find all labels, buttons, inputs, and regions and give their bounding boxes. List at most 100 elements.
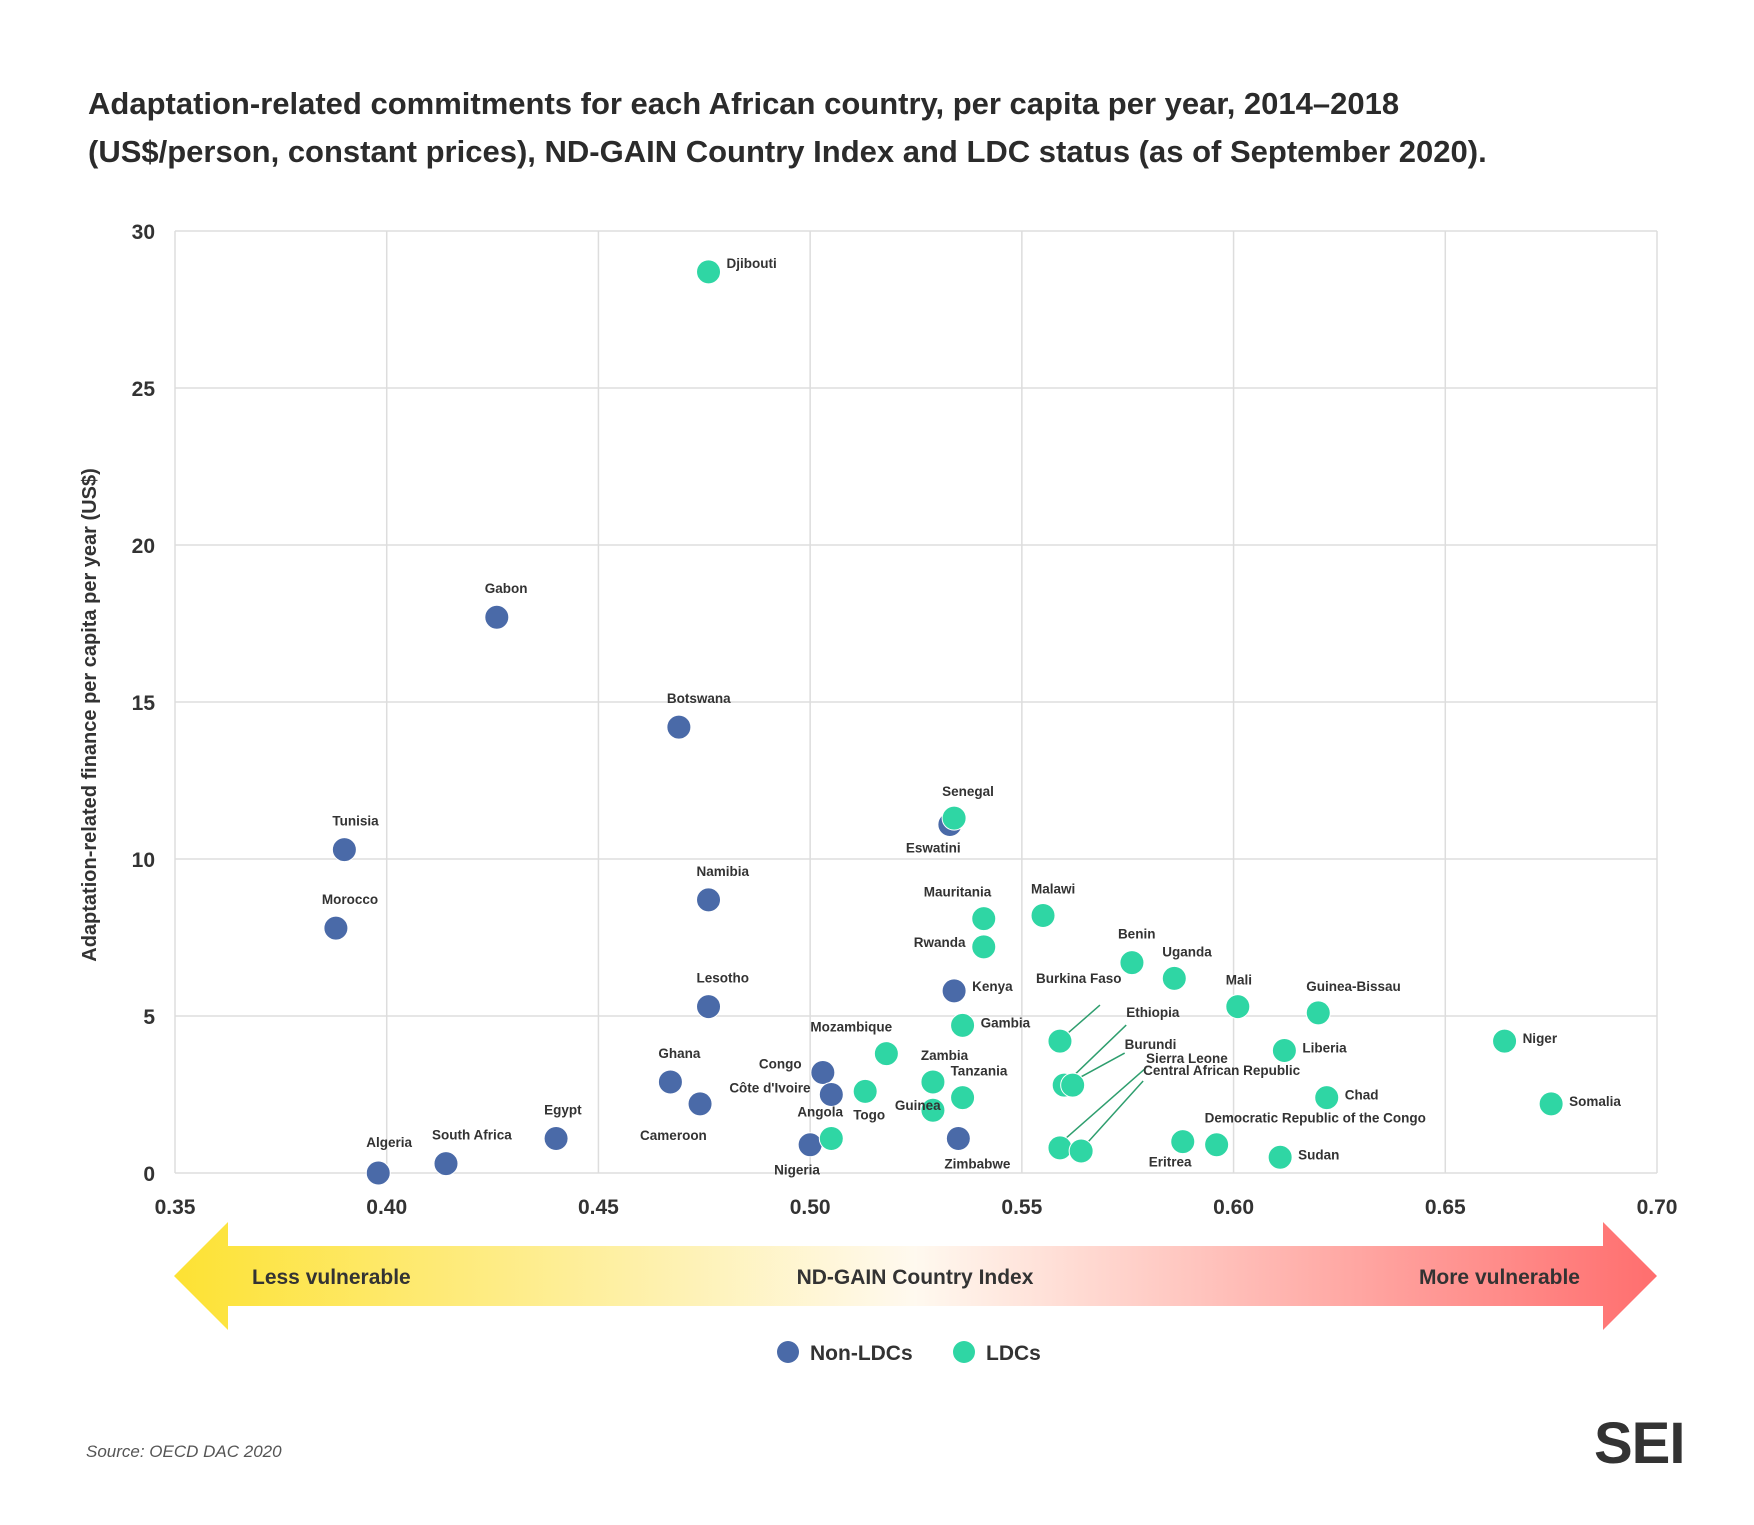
leader-line-sierra-leone: [1063, 1067, 1147, 1141]
point-gambia: [950, 1012, 976, 1038]
point-label-rwanda: Rwanda: [914, 935, 966, 950]
point-malawi: [1030, 903, 1056, 929]
legend: Non-LDCs LDCs: [777, 1341, 1041, 1365]
sei-logo: SEI: [1594, 1411, 1685, 1476]
point-morocco: [323, 915, 349, 941]
point-c-te-d-ivoire: [818, 1082, 844, 1107]
point-guinea: [920, 1097, 946, 1123]
point-label-zambia: Zambia: [921, 1048, 969, 1063]
point-label-congo: Congo: [759, 1057, 802, 1072]
point-label-guinea: Guinea: [895, 1098, 941, 1113]
point-tunisia: [331, 837, 357, 863]
arrow-right-label: More vulnerable: [1419, 1266, 1580, 1289]
point-label-c-te-d-ivoire: Côte d'Ivoire: [729, 1081, 811, 1096]
x-tick-label: 0.50: [790, 1196, 831, 1219]
axis-ticks: 0.35 0.40 0.45 0.50 0.55 0.60 0.65 0.70 0 5 10 15 20…: [132, 221, 1678, 1219]
point-angola: [818, 1125, 844, 1151]
point-label-uganda: Uganda: [1162, 944, 1212, 959]
point-uganda: [1161, 965, 1187, 991]
point-label-botswana: Botswana: [667, 691, 731, 706]
point-label-gambia: Gambia: [981, 1015, 1031, 1030]
x-tick-label: 0.70: [1637, 1196, 1678, 1219]
point-botswana: [666, 714, 692, 740]
y-tick-label: 15: [132, 692, 156, 715]
point-namibia: [696, 887, 722, 913]
point-label-lesotho: Lesotho: [697, 971, 750, 986]
y-tick-label: 25: [132, 378, 156, 401]
point-label-namibia: Namibia: [697, 864, 750, 879]
x-tick-label: 0.45: [578, 1196, 619, 1219]
point-guinea-bissau: [1305, 1000, 1331, 1026]
leader-line-ethiopia: [1071, 1024, 1127, 1078]
point-ghana: [657, 1069, 683, 1095]
point-label-djibouti: Djibouti: [727, 256, 777, 271]
leader-line-burkina-faso: [1067, 1004, 1101, 1034]
leader-line-central-african-republic: [1086, 1080, 1144, 1144]
point-eritrea: [1170, 1129, 1196, 1155]
point-label-sudan: Sudan: [1298, 1147, 1339, 1162]
point-label-zimbabwe: Zimbabwe: [944, 1156, 1011, 1171]
x-tick-label: 0.55: [1001, 1196, 1042, 1219]
x-tick-label: 0.65: [1425, 1196, 1466, 1219]
point-zimbabwe: [945, 1125, 971, 1151]
point-label-liberia: Liberia: [1302, 1041, 1347, 1056]
point-tanzania: [950, 1085, 976, 1111]
legend-ldc-marker: [953, 1341, 975, 1363]
point-egypt: [543, 1125, 569, 1151]
point-label-eritrea: Eritrea: [1149, 1155, 1192, 1170]
point-label-chad: Chad: [1345, 1088, 1379, 1103]
y-tick-label: 0: [143, 1163, 155, 1186]
point-algeria: [365, 1160, 391, 1186]
point-label-ethiopia: Ethiopia: [1126, 1005, 1180, 1020]
point-sierra-leone: [1047, 1135, 1073, 1161]
point-label-somalia: Somalia: [1569, 1094, 1621, 1109]
point-mauritania: [971, 906, 997, 932]
legend-non-ldc-label: Non-LDCs: [810, 1342, 913, 1365]
point-label-kenya: Kenya: [972, 979, 1013, 994]
leader-lines: [1063, 1004, 1147, 1144]
y-axis-label: Adaptation-related finance per capita pe…: [79, 468, 101, 961]
x-tick-label: 0.40: [366, 1196, 407, 1219]
point-djibouti: [696, 259, 722, 285]
y-tick-label: 10: [132, 849, 155, 872]
point-togo: [852, 1078, 878, 1104]
point-congo: [810, 1060, 836, 1086]
point-label-burundi: Burundi: [1125, 1037, 1177, 1052]
grid-lines: [174, 230, 1658, 1174]
point-label-mali: Mali: [1226, 973, 1252, 988]
arrow-center-label: ND-GAIN Country Index: [797, 1266, 1034, 1289]
point-central-african-republic: [1068, 1138, 1094, 1164]
chart-title-line-2: (US$/person, constant prices), ND-GAIN C…: [88, 134, 1487, 169]
point-label-tanzania: Tanzania: [951, 1064, 1008, 1079]
point-nigeria: [797, 1132, 823, 1158]
point-senegal: [941, 805, 967, 831]
point-label-morocco: Morocco: [322, 892, 378, 907]
point-label-cameroon: Cameroon: [640, 1128, 707, 1143]
point-kenya: [941, 978, 967, 1004]
point-liberia: [1271, 1038, 1297, 1064]
point-label-central-african-republic: Central African Republic: [1143, 1063, 1301, 1078]
chart-title: Adaptation-related commitments for each …: [88, 80, 1688, 176]
point-benin: [1119, 950, 1145, 976]
point-zambia: [920, 1069, 946, 1095]
point-label-niger: Niger: [1523, 1031, 1558, 1046]
arrow-left-label: Less vulnerable: [252, 1266, 411, 1289]
point-label-benin: Benin: [1118, 927, 1156, 942]
point-label-angola: Angola: [797, 1104, 843, 1119]
point-label-nigeria: Nigeria: [774, 1163, 820, 1178]
y-tick-label: 5: [143, 1006, 155, 1029]
arrow-shape: [174, 1222, 1657, 1330]
point-label-algeria: Algeria: [366, 1135, 412, 1150]
point-labels: Algeria South Africa Egypt Morocco Tunisia Ga…: [322, 256, 1622, 1178]
chart-title-line-1: Adaptation-related commitments for each …: [88, 86, 1400, 121]
y-tick-label: 30: [132, 221, 155, 244]
point-label-mozambique: Mozambique: [810, 1020, 892, 1035]
point-label-democratic-republic-of-the-congo: Democratic Republic of the Congo: [1205, 1111, 1426, 1126]
x-tick-label: 0.35: [155, 1196, 196, 1219]
y-tick-label: 20: [132, 535, 155, 558]
vulnerability-arrow: Less vulnerable ND-GAIN Country Index Mo…: [174, 1222, 1657, 1330]
x-tick-label: 0.60: [1213, 1196, 1254, 1219]
point-mali: [1225, 994, 1251, 1020]
point-label-malawi: Malawi: [1031, 882, 1075, 897]
legend-ldc-label: LDCs: [986, 1342, 1041, 1365]
